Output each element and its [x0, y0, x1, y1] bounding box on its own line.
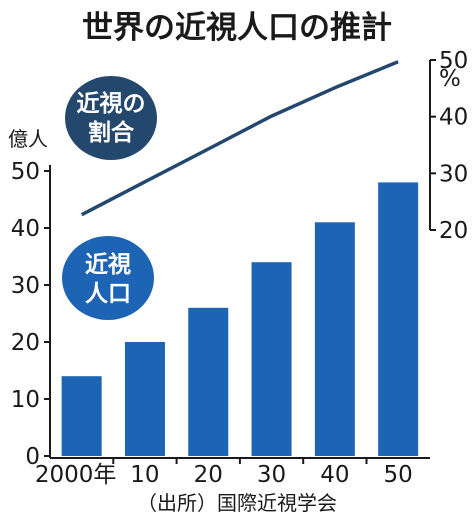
left-tick-label-0: 0 [25, 444, 40, 470]
right-tick-label-0: 20 [439, 218, 468, 244]
left-tick-label-4: 40 [11, 216, 40, 242]
line-path [80, 60, 399, 217]
left-tick-label-5: 50 [11, 159, 40, 185]
right-axis-unit: % [439, 66, 461, 92]
line-bubble-label-2: 割合 [88, 119, 135, 146]
bars [61, 182, 419, 456]
x-tick-label-1: 10 [130, 462, 159, 488]
bar-1 [124, 342, 165, 456]
left-tick-label-1: 10 [11, 387, 40, 413]
bar-5 [378, 182, 419, 456]
x-tick-label-5: 50 [384, 462, 413, 488]
line-bubble-label-1: 近視の [77, 91, 146, 117]
left-axis-unit: 億人 [8, 127, 48, 151]
x-tick-label-3: 30 [257, 462, 286, 488]
bar-bubble-label-2: 人口 [85, 281, 131, 307]
line-series-bubble: 近視の 割合 [65, 76, 157, 160]
bar-2 [188, 307, 229, 456]
bar-3 [251, 262, 292, 456]
right-tick-label-1: 30 [439, 161, 468, 187]
left-axis-ticks: 0 10 20 30 40 50 [11, 159, 50, 470]
x-tick-label-2: 20 [194, 462, 223, 488]
bar-0 [61, 376, 102, 456]
chart-title: 世界の近視人口の推計 [82, 10, 392, 46]
x-axis-ticks: 2000年 10 20 30 40 50 [35, 458, 413, 488]
x-tick-label-4: 40 [320, 462, 349, 488]
bar-4 [314, 222, 355, 456]
bar-bubble-label-1: 近視 [85, 252, 131, 278]
line-series [80, 60, 399, 217]
x-tick-label-0: 2000年 [35, 462, 117, 488]
chart-source: （出所）国際近視学会 [137, 491, 337, 515]
left-tick-label-2: 20 [11, 330, 40, 356]
bar-series-bubble: 近視 人口 [62, 236, 154, 320]
left-tick-label-3: 30 [11, 273, 40, 299]
right-tick-label-3: 50 [439, 48, 468, 74]
right-axis-ticks: 20 30 40 50 [430, 48, 468, 244]
right-tick-label-2: 40 [439, 105, 468, 131]
